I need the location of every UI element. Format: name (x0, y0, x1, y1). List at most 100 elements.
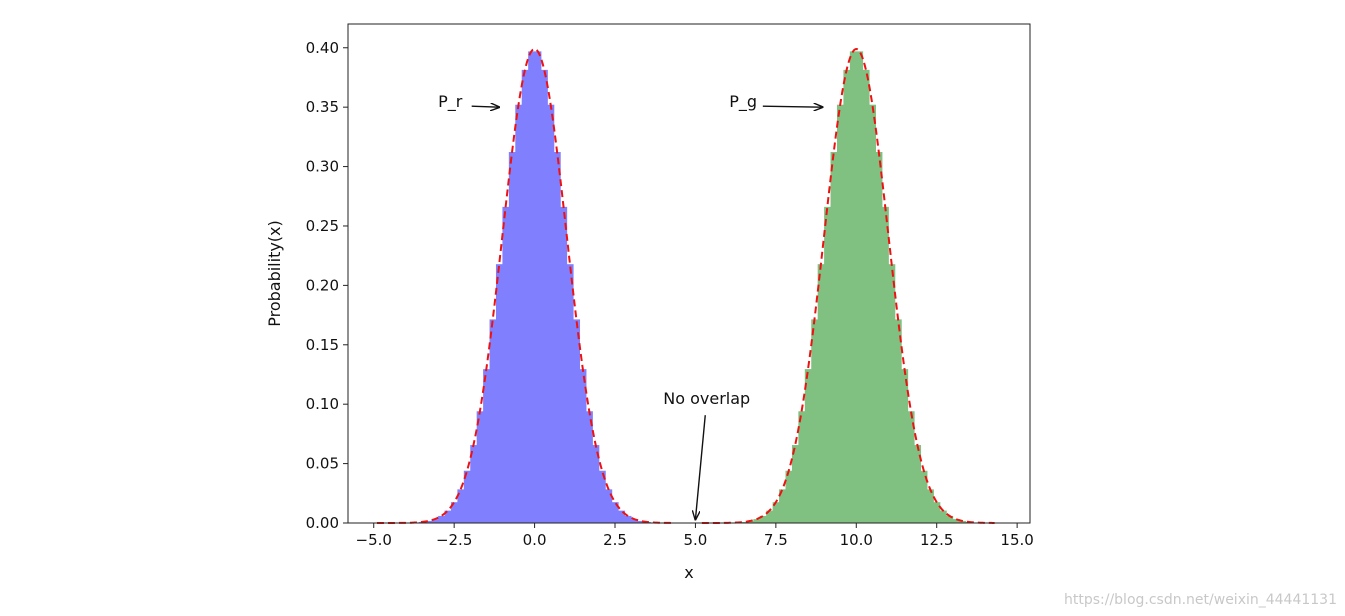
x-tick-label: 2.5 (603, 531, 627, 549)
y-tick-label: 0.25 (306, 217, 339, 235)
annotation-arrow (695, 415, 706, 519)
histogram-bar (811, 319, 819, 523)
histogram-bar (483, 369, 490, 523)
histogram-bar (637, 520, 645, 523)
histogram-bar (759, 515, 767, 523)
y-tick-label: 0.15 (306, 336, 339, 354)
y-tick-label: 0.30 (306, 158, 339, 176)
histogram-bar (528, 51, 535, 523)
density-curves (376, 48, 995, 524)
histogram-bar (740, 521, 748, 523)
histogram-bar (766, 510, 774, 523)
histogram-bar (856, 51, 864, 523)
x-tick-label: 10.0 (840, 531, 873, 549)
histogram-bar (907, 411, 915, 523)
histogram-bar (862, 69, 870, 524)
x-axis-label: x (684, 563, 693, 582)
histogram-bar (914, 445, 922, 523)
histogram-bar (476, 411, 484, 523)
y-tick-label: 0.40 (306, 39, 339, 57)
histogram-bar (489, 319, 497, 523)
histogram-bar (534, 51, 542, 523)
x-tick-label: 5.0 (684, 531, 708, 549)
histogram-bar (508, 152, 516, 524)
histogram-bar (592, 445, 600, 523)
x-tick-label: 15.0 (1000, 531, 1033, 549)
histogram-bar (521, 69, 529, 524)
histogram-bar (573, 319, 581, 523)
density-curve (701, 48, 995, 524)
histogram-bar (830, 152, 838, 524)
y-tick-label: 0.00 (306, 514, 339, 532)
histogram-bar (753, 519, 761, 523)
histogram-bar (824, 206, 831, 523)
x-tick-label: −5.0 (356, 531, 392, 549)
histogram-bar (502, 206, 510, 523)
histogram-bar (586, 411, 593, 523)
histogram-bar (450, 502, 458, 523)
density-curve (376, 48, 673, 524)
watermark: https://blog.csdn.net/weixin_44441131 (1063, 592, 1337, 608)
y-tick-label: 0.20 (306, 276, 339, 294)
histogram-bar (946, 515, 954, 523)
histogram-bar (495, 264, 503, 523)
histogram-bar (849, 51, 857, 523)
x-tick-label: −2.5 (436, 531, 472, 549)
histogram-bar (843, 69, 851, 524)
histogram-bar (598, 470, 606, 523)
histogram-bar (579, 369, 587, 523)
bars-p-r (405, 51, 664, 524)
y-axis-label: Probability(x) (265, 220, 284, 327)
histogram-bar (772, 502, 780, 523)
histogram-bar (463, 470, 471, 523)
histogram-bar (611, 502, 619, 523)
histogram-bar (553, 152, 561, 524)
histogram-bar (785, 470, 793, 523)
histogram-bar (746, 520, 754, 523)
histogram-bar (547, 104, 555, 523)
histogram-bar (804, 369, 812, 523)
histogram-bar (939, 510, 947, 523)
histogram-bar (875, 152, 883, 524)
y-tick-label: 0.35 (306, 98, 339, 116)
histogram-bar (836, 104, 844, 523)
histogram-bar (817, 264, 825, 523)
histogram-bar (425, 520, 433, 523)
histogram-bar (779, 489, 786, 523)
histogram-bar (631, 519, 638, 523)
histogram-bar (438, 515, 445, 523)
histogram-bar (541, 69, 548, 524)
annotation-arrow (762, 106, 823, 107)
annotation-text: P_r (438, 92, 463, 112)
histogram-bar (515, 104, 523, 523)
histogram-bar (888, 264, 896, 523)
histogram-bar (566, 264, 574, 523)
histogram-bar (952, 519, 960, 523)
histogram-bar (624, 515, 632, 523)
histogram-bar (882, 206, 889, 523)
annotation-text: No overlap (663, 389, 750, 408)
histogram-bar (618, 510, 626, 523)
annotation-text: P_g (729, 92, 757, 112)
histogram-bar (605, 489, 613, 523)
x-tick-label: 0.0 (523, 531, 547, 549)
histogram-bar (901, 369, 909, 523)
annotation-arrow (471, 106, 500, 107)
y-axis-ticks: 0.00 0.05 0.10 0.15 0.20 0.25 0.30 0.35 0.40 (306, 39, 348, 532)
annotations: P_r P_g No overlap (438, 92, 822, 519)
x-tick-label: 12.5 (920, 531, 953, 549)
y-tick-label: 0.10 (306, 395, 339, 413)
bars-p-g (727, 51, 986, 524)
histogram-bar (791, 445, 799, 523)
histogram-bar (869, 104, 876, 523)
histogram-bar (933, 502, 941, 523)
histogram-bar (431, 519, 439, 523)
histogram-bar (920, 470, 928, 523)
y-tick-label: 0.05 (306, 455, 339, 473)
histogram-bar (470, 445, 478, 523)
histogram-bar (927, 489, 934, 523)
histogram-bar (894, 319, 902, 523)
x-tick-label: 7.5 (764, 531, 788, 549)
histogram-bar (444, 510, 452, 523)
